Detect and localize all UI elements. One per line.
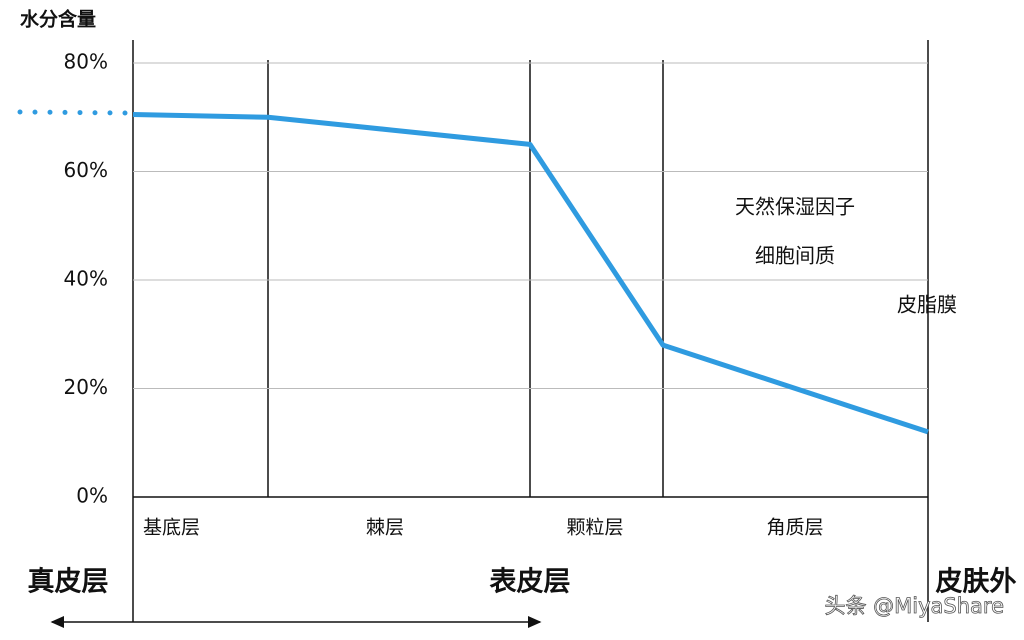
annotation: 细胞间质: [755, 244, 835, 268]
y-tick-label: 40%: [64, 267, 108, 291]
region-label: 皮肤外: [936, 567, 1017, 598]
y-tick-label: 80%: [64, 50, 108, 74]
annotation: 皮脂膜: [897, 293, 957, 317]
annotation: 天然保湿因子: [735, 195, 855, 219]
dotted-extension: [17, 109, 129, 116]
watermark: 头条 @MiyaShare: [824, 594, 1004, 618]
layer-label: 基底层: [143, 517, 200, 539]
y-axis-label: 水分含量: [20, 8, 96, 31]
layer-label: 角质层: [766, 517, 823, 539]
layer-label: 棘层: [366, 517, 404, 539]
y-tick-label: 60%: [64, 158, 108, 182]
y-tick-label: 20%: [64, 375, 108, 399]
region-label: 表皮层: [490, 567, 571, 598]
region-label: 真皮层: [28, 567, 109, 598]
y-tick-label: 0%: [76, 484, 108, 508]
data-line: [132, 112, 929, 435]
layer-label: 颗粒层: [566, 517, 623, 539]
